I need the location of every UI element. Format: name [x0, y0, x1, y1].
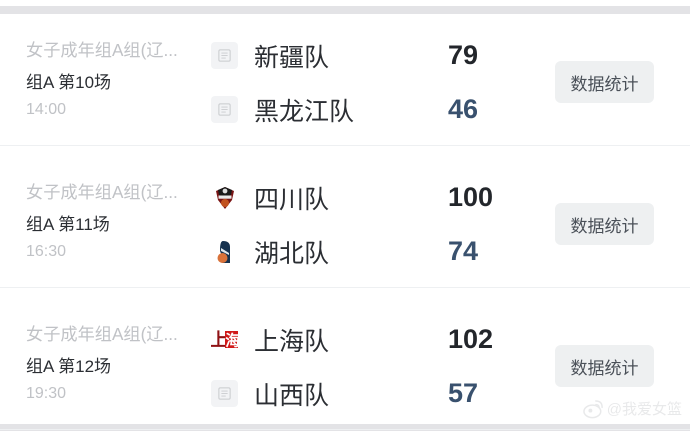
svg-text:海: 海 — [225, 332, 238, 350]
